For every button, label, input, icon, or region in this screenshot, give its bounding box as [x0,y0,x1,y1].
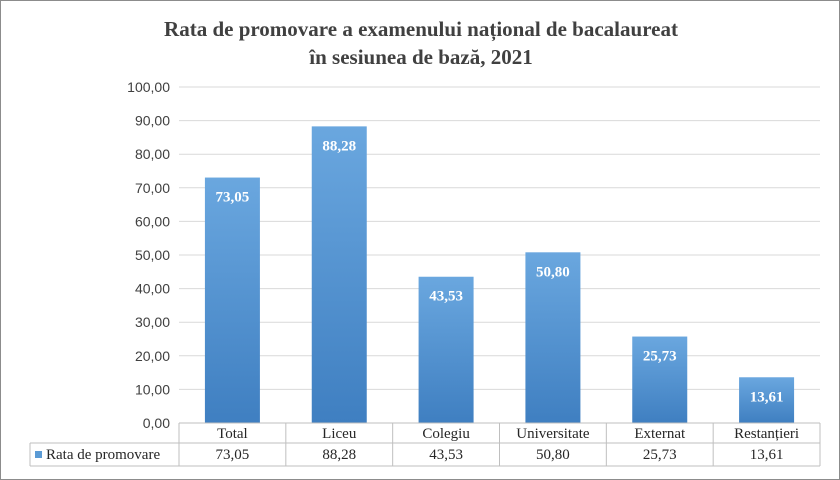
table-value: 73,05 [216,447,250,463]
table-value: 13,61 [750,447,784,463]
bar [632,336,688,423]
legend-key [35,451,42,458]
data-label: 25,73 [643,349,677,365]
y-tick-label: 20,00 [135,348,170,364]
table-value: 88,28 [322,447,356,463]
category-label: Restanțieri [734,426,799,442]
bar [311,126,367,423]
table-value: 25,73 [643,447,677,463]
data-label: 73,05 [216,190,250,206]
y-tick-label: 90,00 [135,113,170,129]
category-label: Universitate [516,426,590,442]
bar [204,177,260,423]
data-label: 13,61 [750,389,784,405]
y-tick-label: 60,00 [135,213,170,229]
table-value: 50,80 [536,447,570,463]
table-value: 43,53 [429,447,463,463]
y-tick-label: 40,00 [135,281,170,297]
y-tick-label: 70,00 [135,180,170,196]
y-tick-label: 80,00 [135,146,170,162]
category-label: Colegiu [422,426,470,442]
series-name: Rata de promovare [46,447,160,463]
y-tick-label: 100,00 [127,79,170,95]
bar [418,276,474,423]
y-tick-label: 30,00 [135,314,170,330]
category-label: Externat [634,426,686,442]
category-label: Total [217,426,248,442]
data-label: 43,53 [429,289,463,305]
category-label: Liceu [322,426,357,442]
chart-title-line-2: în sesiunea de bază, 2021 [309,45,533,69]
data-label: 50,80 [536,264,570,280]
data-label: 88,28 [322,138,356,154]
chart-title: Rata de promovare a examenului național … [1,15,840,71]
bar [525,252,581,423]
bar [739,377,795,423]
y-tick-label: 50,00 [135,247,170,263]
y-tick-label: 10,00 [135,381,170,397]
y-tick-label: 0,00 [143,415,170,431]
chart-title-line-1: Rata de promovare a examenului național … [164,17,678,41]
